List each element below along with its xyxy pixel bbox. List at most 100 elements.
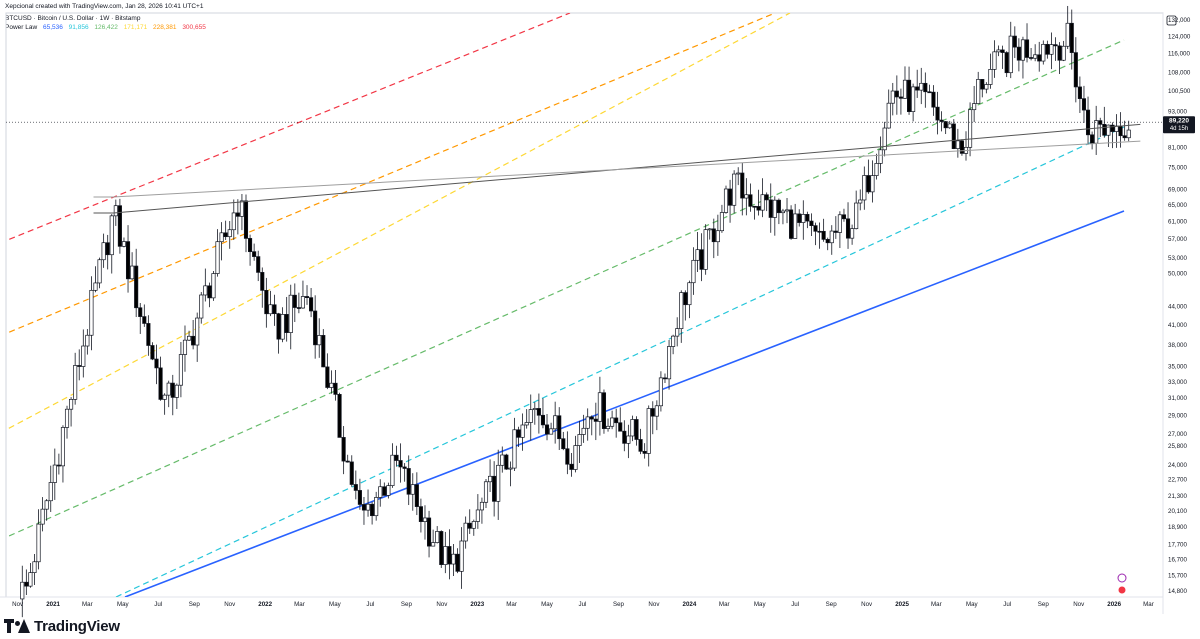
candle[interactable]: [784, 209, 790, 212]
candle[interactable]: [451, 553, 456, 565]
candle[interactable]: [187, 335, 192, 341]
candle[interactable]: [69, 399, 74, 410]
candle[interactable]: [304, 296, 310, 298]
candle[interactable]: [662, 377, 668, 380]
candle[interactable]: [414, 484, 419, 507]
candle[interactable]: [296, 307, 301, 309]
candle[interactable]: [239, 200, 244, 217]
candle[interactable]: [776, 199, 781, 214]
candle[interactable]: [378, 486, 383, 498]
candle[interactable]: [882, 127, 887, 151]
candle[interactable]: [992, 51, 997, 70]
candle[interactable]: [801, 214, 806, 223]
candle[interactable]: [569, 463, 574, 470]
candle[interactable]: [935, 106, 940, 121]
candle[interactable]: [605, 425, 611, 429]
candle[interactable]: [988, 69, 993, 85]
tradingview-logo[interactable]: TradingView: [4, 617, 120, 635]
candle[interactable]: [780, 210, 786, 214]
candle[interactable]: [858, 199, 863, 204]
candle[interactable]: [248, 238, 253, 253]
candle[interactable]: [431, 542, 436, 547]
candle[interactable]: [585, 416, 590, 429]
candle[interactable]: [943, 121, 948, 129]
candle[interactable]: [345, 460, 350, 463]
candle[interactable]: [162, 394, 167, 400]
candle[interactable]: [691, 259, 696, 284]
candle[interactable]: [715, 230, 720, 243]
candle[interactable]: [813, 225, 818, 232]
candle[interactable]: [618, 422, 623, 432]
candle[interactable]: [732, 173, 737, 206]
candle[interactable]: [679, 292, 684, 330]
candle[interactable]: [174, 384, 179, 398]
candle[interactable]: [337, 394, 342, 438]
candle[interactable]: [561, 438, 566, 450]
event-marker-icon[interactable]: [1117, 573, 1127, 583]
candle[interactable]: [634, 419, 639, 440]
candle[interactable]: [850, 228, 855, 239]
candle[interactable]: [459, 540, 464, 572]
candle[interactable]: [789, 209, 794, 239]
candle[interactable]: [125, 241, 131, 280]
candle[interactable]: [703, 229, 708, 270]
candle[interactable]: [614, 417, 619, 424]
candle[interactable]: [292, 294, 297, 308]
candle[interactable]: [927, 91, 932, 94]
candle[interactable]: [1000, 49, 1005, 53]
candle[interactable]: [134, 265, 139, 309]
currency-toggle-icon[interactable]: [1166, 15, 1177, 26]
candle[interactable]: [976, 79, 981, 104]
candle[interactable]: [996, 49, 1001, 53]
candle[interactable]: [1065, 22, 1070, 47]
candle[interactable]: [520, 424, 525, 438]
candle[interactable]: [959, 140, 964, 154]
candle[interactable]: [463, 522, 468, 542]
candle[interactable]: [44, 500, 49, 510]
candle[interactable]: [1008, 35, 1013, 74]
candle[interactable]: [984, 84, 989, 90]
candle[interactable]: [772, 199, 777, 218]
candle[interactable]: [675, 328, 680, 337]
candle[interactable]: [1045, 43, 1050, 55]
candle[interactable]: [309, 297, 314, 312]
candle[interactable]: [1122, 135, 1127, 139]
candle[interactable]: [902, 79, 908, 99]
candle[interactable]: [317, 335, 322, 346]
candle[interactable]: [911, 86, 916, 112]
candle[interactable]: [768, 199, 773, 218]
candle[interactable]: [707, 228, 712, 231]
candle[interactable]: [467, 522, 472, 529]
candle[interactable]: [435, 531, 440, 543]
current-price-tag[interactable]: [1163, 116, 1195, 134]
candle[interactable]: [402, 466, 407, 469]
candle[interactable]: [524, 422, 529, 426]
candle[interactable]: [1012, 35, 1017, 48]
candle[interactable]: [394, 454, 399, 461]
candle[interactable]: [646, 408, 651, 454]
candle[interactable]: [1041, 43, 1046, 62]
candle[interactable]: [622, 430, 627, 444]
candle[interactable]: [97, 259, 102, 284]
candle[interactable]: [968, 109, 973, 148]
candle[interactable]: [740, 172, 745, 199]
candle[interactable]: [512, 429, 517, 469]
candle[interactable]: [1029, 57, 1034, 59]
candle[interactable]: [1057, 45, 1062, 61]
candle[interactable]: [77, 365, 82, 367]
candle[interactable]: [565, 448, 570, 465]
candle[interactable]: [223, 232, 228, 238]
candle[interactable]: [410, 484, 415, 495]
candle[interactable]: [658, 377, 663, 407]
candle[interactable]: [756, 206, 761, 211]
candle[interactable]: [36, 523, 41, 563]
candle[interactable]: [972, 103, 977, 111]
candle[interactable]: [288, 294, 293, 333]
candle[interactable]: [1033, 54, 1038, 59]
candle[interactable]: [947, 123, 952, 129]
candle[interactable]: [81, 345, 86, 367]
candle[interactable]: [825, 239, 830, 244]
candle[interactable]: [370, 503, 375, 517]
candle[interactable]: [260, 272, 265, 291]
candle[interactable]: [793, 213, 798, 239]
